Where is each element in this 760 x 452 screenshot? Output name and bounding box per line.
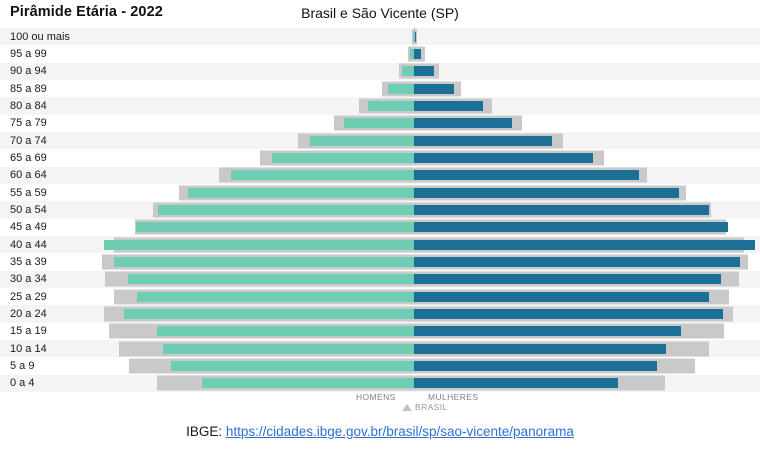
pyramid-row: 25 a 29 bbox=[0, 287, 760, 306]
age-group-label: 55 a 59 bbox=[10, 186, 47, 199]
bar-women bbox=[414, 118, 512, 129]
legend-label-women: MULHERES bbox=[428, 392, 479, 402]
bar-men bbox=[409, 48, 414, 59]
bar-men bbox=[113, 256, 414, 267]
bar-men bbox=[104, 239, 414, 250]
legend-item-brasil: BRASIL bbox=[402, 402, 448, 412]
age-group-label: 80 a 84 bbox=[10, 99, 47, 112]
bar-men bbox=[367, 100, 414, 111]
pyramid-row: 55 a 59 bbox=[0, 183, 760, 202]
age-group-label: 10 a 14 bbox=[10, 342, 47, 355]
bar-women bbox=[414, 222, 728, 233]
age-group-label: 15 a 19 bbox=[10, 325, 47, 338]
bar-women bbox=[414, 135, 552, 146]
bar-men bbox=[136, 291, 414, 302]
bar-women bbox=[414, 308, 723, 319]
bar-women bbox=[414, 256, 741, 267]
pyramid-row: 70 a 74 bbox=[0, 131, 760, 150]
age-group-label: 70 a 74 bbox=[10, 134, 47, 147]
age-group-label: 65 a 69 bbox=[10, 151, 47, 164]
bar-women bbox=[414, 100, 483, 111]
triangle-icon bbox=[402, 403, 412, 411]
age-group-label: 0 a 4 bbox=[10, 377, 35, 390]
pyramid-row: 35 a 39 bbox=[0, 253, 760, 271]
legend-label-brasil: BRASIL bbox=[415, 402, 448, 412]
pyramid-plot-area: 100 ou mais 95 a 99 90 a 94 85 a 89 80 a 84 7… bbox=[0, 28, 760, 392]
bar-men bbox=[127, 274, 414, 285]
bar-women bbox=[414, 66, 434, 77]
bar-women bbox=[414, 343, 667, 354]
age-group-label: 90 a 94 bbox=[10, 65, 47, 78]
bar-men bbox=[402, 66, 414, 77]
pyramid-row: 20 a 24 bbox=[0, 305, 760, 323]
page-title: Pirâmide Etária - 2022 bbox=[10, 4, 163, 20]
age-group-label: 45 a 49 bbox=[10, 221, 47, 234]
bar-men bbox=[388, 83, 414, 94]
age-group-label: 75 a 79 bbox=[10, 117, 47, 130]
bar-men bbox=[158, 204, 414, 215]
age-group-label: 85 a 89 bbox=[10, 82, 47, 95]
bar-men bbox=[123, 308, 414, 319]
pyramid-row: 50 a 54 bbox=[0, 201, 760, 219]
bar-men bbox=[344, 118, 414, 129]
pyramid-row: 60 a 64 bbox=[0, 166, 760, 184]
bar-men bbox=[170, 360, 414, 371]
pyramid-row: 10 a 14 bbox=[0, 339, 760, 358]
bar-men bbox=[230, 170, 414, 181]
pyramid-row: 100 ou mais bbox=[0, 28, 760, 46]
age-group-label: 40 a 44 bbox=[10, 238, 47, 251]
bar-women bbox=[414, 204, 709, 215]
legend-label-men: HOMENS bbox=[356, 392, 396, 402]
pyramid-row: 30 a 34 bbox=[0, 270, 760, 288]
pyramid-row: 65 a 69 bbox=[0, 149, 760, 167]
pyramid-row: 95 a 99 bbox=[0, 45, 760, 63]
pyramid-row: 45 a 49 bbox=[0, 218, 760, 236]
age-group-label: 5 a 9 bbox=[10, 359, 35, 372]
pyramid-row: 5 a 9 bbox=[0, 357, 760, 375]
age-group-label: 20 a 24 bbox=[10, 307, 47, 320]
bar-women bbox=[414, 48, 422, 59]
pyramid-row: 15 a 19 bbox=[0, 322, 760, 340]
source-footer: IBGE: https://cidades.ibge.gov.br/brasil… bbox=[0, 424, 760, 439]
bar-women bbox=[414, 152, 594, 163]
age-group-label: 30 a 34 bbox=[10, 273, 47, 286]
pyramid-row: 40 a 44 bbox=[0, 235, 760, 254]
pyramid-row: 90 a 94 bbox=[0, 62, 760, 80]
bar-women bbox=[414, 187, 679, 198]
age-group-label: 100 ou mais bbox=[10, 30, 70, 43]
bar-women bbox=[414, 170, 639, 181]
chart-subtitle: Brasil e São Vicente (SP) bbox=[301, 5, 459, 21]
pyramid-row: 0 a 4 bbox=[0, 374, 760, 392]
bar-men bbox=[202, 378, 414, 389]
bar-men bbox=[188, 187, 414, 198]
age-group-label: 25 a 29 bbox=[10, 290, 47, 303]
bar-men bbox=[412, 31, 414, 42]
bar-women bbox=[414, 378, 619, 389]
bar-men bbox=[163, 343, 414, 354]
age-group-label: 35 a 39 bbox=[10, 255, 47, 268]
brasil-reference-bar-women bbox=[414, 29, 418, 45]
bar-men bbox=[272, 152, 414, 163]
bar-men bbox=[156, 326, 414, 337]
source-prefix: IBGE: bbox=[186, 424, 223, 439]
source-link[interactable]: https://cidades.ibge.gov.br/brasil/sp/sa… bbox=[225, 424, 574, 439]
bar-women bbox=[414, 83, 454, 94]
age-group-label: 50 a 54 bbox=[10, 203, 47, 216]
pyramid-row: 80 a 84 bbox=[0, 97, 760, 115]
pyramid-row: 75 a 79 bbox=[0, 114, 760, 132]
bar-women bbox=[414, 291, 709, 302]
bar-men bbox=[310, 135, 414, 146]
age-group-label: 95 a 99 bbox=[10, 47, 47, 60]
bar-women bbox=[414, 326, 682, 337]
bar-women bbox=[414, 239, 756, 250]
pyramid-row: 85 a 89 bbox=[0, 79, 760, 98]
chart-legend: HOMENS MULHERES BRASIL bbox=[0, 392, 760, 416]
bar-women bbox=[414, 274, 722, 285]
bar-women bbox=[414, 360, 658, 371]
bar-men bbox=[135, 222, 414, 233]
chart-header: Pirâmide Etária - 2022 Brasil e São Vice… bbox=[0, 0, 760, 28]
center-axis-tick bbox=[414, 28, 415, 42]
age-group-label: 60 a 64 bbox=[10, 169, 47, 182]
